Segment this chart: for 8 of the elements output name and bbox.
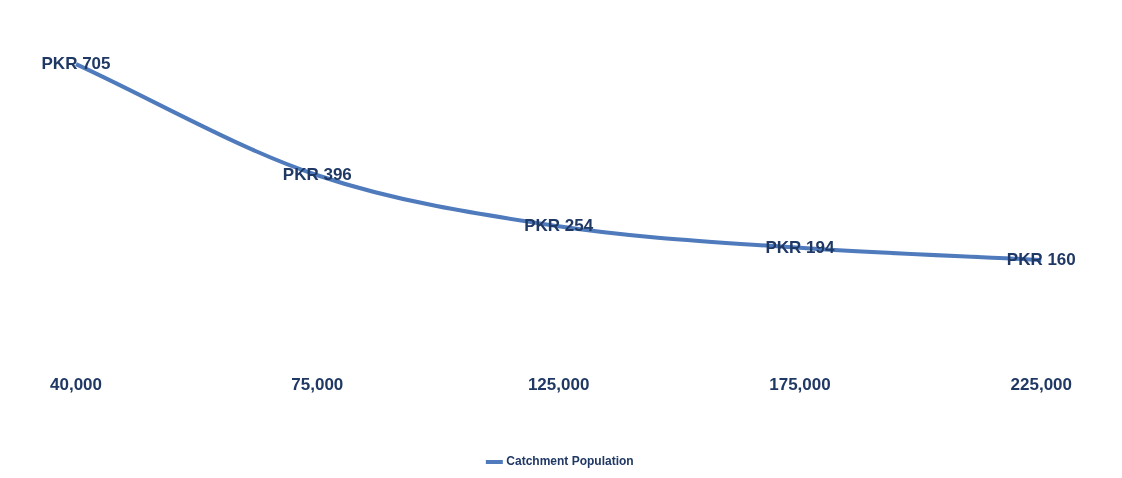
x-tick-label: 225,000 — [1010, 375, 1072, 395]
legend-label: Catchment Population — [506, 454, 634, 469]
x-tick-label: 125,000 — [527, 375, 590, 395]
x-tick-label: 75,000 — [291, 375, 344, 395]
data-label: PKR 705 — [41, 53, 111, 73]
x-tick-label: 40,000 — [50, 375, 102, 395]
data-label: PKR 396 — [282, 164, 352, 184]
x-tick-label: 175,000 — [769, 375, 831, 395]
